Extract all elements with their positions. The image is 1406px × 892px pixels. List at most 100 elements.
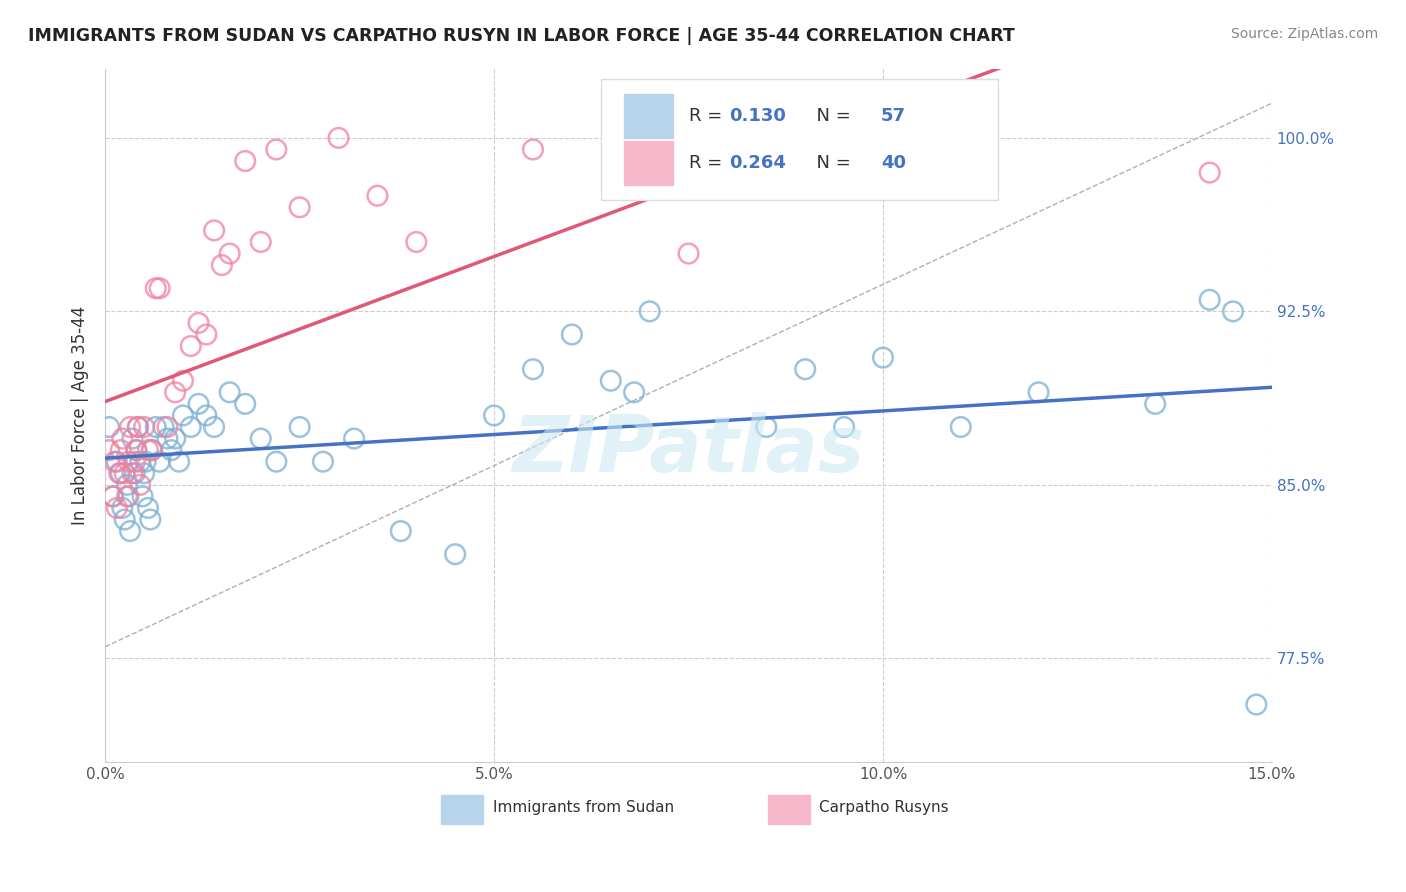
Point: [120, 524, 142, 538]
Point: [121, 467, 143, 481]
Point: [136, 443, 159, 458]
Point: [312, 455, 335, 469]
Point: [165, 432, 187, 446]
Point: [218, 246, 240, 260]
Point: [124, 455, 146, 469]
Point: [145, 281, 167, 295]
Point: [117, 489, 139, 503]
Point: [343, 432, 366, 446]
Point: [405, 235, 427, 249]
Point: [152, 420, 174, 434]
Point: [522, 362, 544, 376]
Text: 40: 40: [882, 154, 905, 172]
Point: [832, 420, 855, 434]
Point: [101, 489, 124, 503]
Point: [949, 420, 972, 434]
Text: R =: R =: [689, 154, 727, 172]
Point: [156, 432, 179, 446]
Point: [141, 443, 163, 458]
Point: [145, 420, 167, 434]
Point: [108, 467, 131, 481]
Point: [1198, 165, 1220, 179]
Point: [149, 455, 172, 469]
FancyBboxPatch shape: [768, 795, 810, 824]
Point: [98, 443, 121, 458]
Point: [623, 385, 645, 400]
Point: [233, 397, 256, 411]
Point: [288, 200, 311, 214]
Point: [114, 467, 136, 481]
Point: [114, 512, 136, 526]
Text: ZIPatlas: ZIPatlas: [512, 412, 865, 488]
Point: [266, 455, 288, 469]
Point: [131, 489, 153, 503]
Point: [129, 478, 152, 492]
Text: 0.130: 0.130: [730, 107, 786, 125]
Point: [98, 420, 121, 434]
Point: [288, 420, 311, 434]
Point: [101, 489, 124, 503]
Point: [103, 455, 125, 469]
Point: [110, 467, 132, 481]
Point: [187, 316, 209, 330]
Point: [233, 154, 256, 169]
Text: Immigrants from Sudan: Immigrants from Sudan: [492, 800, 673, 815]
Point: [127, 420, 149, 434]
Text: 0.264: 0.264: [730, 154, 786, 172]
Point: [195, 327, 218, 342]
FancyBboxPatch shape: [441, 795, 484, 824]
Point: [105, 455, 128, 469]
Point: [249, 432, 271, 446]
Point: [180, 420, 202, 434]
Point: [249, 235, 271, 249]
Point: [160, 443, 183, 458]
Text: N =: N =: [806, 154, 856, 172]
Point: [218, 385, 240, 400]
Point: [165, 385, 187, 400]
Point: [522, 143, 544, 157]
Point: [167, 455, 190, 469]
Point: [172, 409, 194, 423]
Point: [172, 374, 194, 388]
Point: [638, 304, 661, 318]
Point: [139, 512, 162, 526]
Point: [156, 420, 179, 434]
Y-axis label: In Labor Force | Age 35-44: In Labor Force | Age 35-44: [72, 306, 89, 525]
Point: [127, 420, 149, 434]
Point: [125, 443, 148, 458]
Point: [366, 188, 388, 202]
Point: [180, 339, 202, 353]
FancyBboxPatch shape: [600, 78, 998, 201]
Point: [129, 455, 152, 469]
Point: [135, 455, 157, 469]
Text: N =: N =: [806, 107, 856, 125]
Point: [1144, 397, 1167, 411]
Point: [1028, 385, 1050, 400]
Text: 57: 57: [882, 107, 905, 125]
Point: [211, 258, 233, 272]
Point: [132, 467, 155, 481]
Point: [195, 409, 218, 423]
Point: [755, 420, 778, 434]
Point: [678, 246, 700, 260]
Point: [266, 143, 288, 157]
Point: [794, 362, 817, 376]
Point: [149, 281, 172, 295]
Text: IMMIGRANTS FROM SUDAN VS CARPATHO RUSYN IN LABOR FORCE | AGE 35-44 CORRELATION C: IMMIGRANTS FROM SUDAN VS CARPATHO RUSYN …: [28, 27, 1015, 45]
Point: [105, 500, 128, 515]
Text: Source: ZipAtlas.com: Source: ZipAtlas.com: [1230, 27, 1378, 41]
Point: [121, 432, 143, 446]
Point: [125, 443, 148, 458]
Point: [115, 478, 138, 492]
Point: [202, 420, 225, 434]
Point: [136, 500, 159, 515]
Point: [120, 420, 142, 434]
Point: [111, 500, 134, 515]
Point: [115, 489, 138, 503]
Point: [328, 131, 350, 145]
Point: [482, 409, 505, 423]
Text: Carpatho Rusyns: Carpatho Rusyns: [820, 800, 949, 815]
Point: [202, 223, 225, 237]
Point: [444, 547, 467, 561]
FancyBboxPatch shape: [624, 141, 673, 186]
